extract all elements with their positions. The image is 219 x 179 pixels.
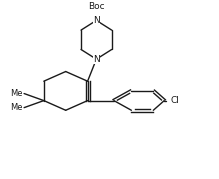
Text: Me: Me [11, 103, 23, 112]
Text: Me: Me [11, 89, 23, 98]
Text: N: N [93, 55, 100, 64]
Text: Cl: Cl [171, 96, 180, 105]
Text: N: N [93, 16, 100, 25]
Text: Boc: Boc [88, 2, 105, 11]
